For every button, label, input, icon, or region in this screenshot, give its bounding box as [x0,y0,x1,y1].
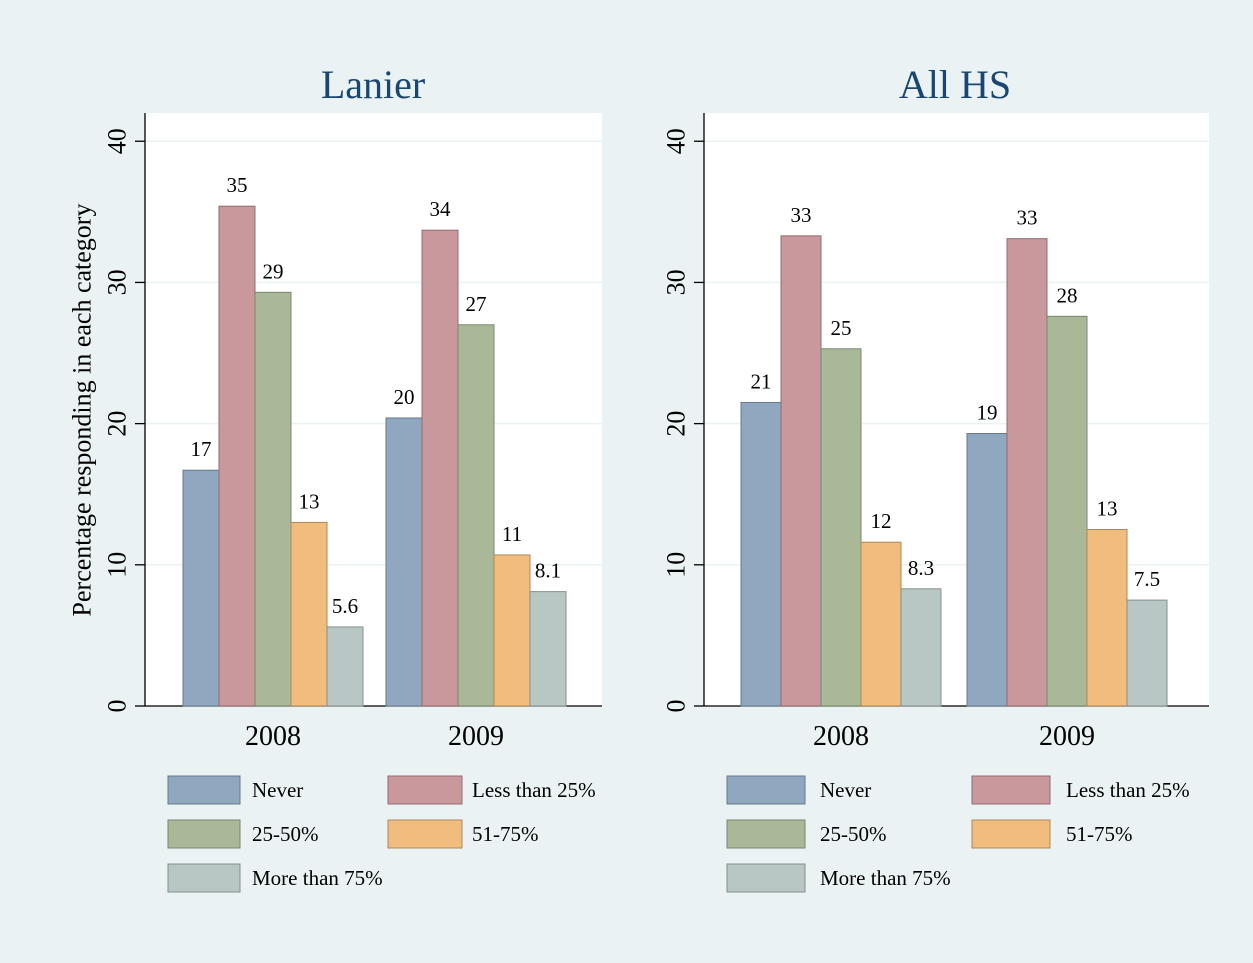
bar-51-75-2008 [290,521,328,707]
legend-swatch-more-than-75 [726,863,806,893]
data-label: 17 [191,437,212,461]
x-tick-label: 2009 [448,721,504,752]
data-label: 33 [791,203,812,227]
bar-25-50-2008 [820,348,862,707]
bar-51-75-2009 [1086,529,1128,707]
x-tick-label: 2009 [1039,721,1095,752]
y-tick-label: 40 [662,128,691,154]
y-tick-label: 0 [103,700,132,713]
data-label: 8.3 [908,556,934,580]
legend-swatch-less-than-25 [387,775,463,805]
bar-never-2009 [966,433,1008,707]
bar-never-2008 [182,469,220,707]
bar-more-than-75-2008 [900,588,942,707]
data-label: 13 [299,489,320,513]
chart-panels: 0 10 20 30 40 Lanier Percentage responding in … [68,62,1209,893]
y-tick-label: 10 [103,552,132,578]
bar-less-than-25-2009 [1006,238,1048,707]
data-label: 28 [1057,283,1078,307]
legend-label-never: Never [820,778,871,802]
bar-more-than-75-2008 [326,626,364,707]
data-label: 11 [502,522,522,546]
bar-51-75-2008 [860,541,902,707]
y-tick-label: 30 [662,269,691,295]
legend-label-more-than-75: More than 75% [252,866,383,890]
data-label: 27 [466,292,487,316]
legend-swatch-never [167,775,241,805]
legend-label-51-75: 51-75% [472,822,539,846]
y-tick-label: 30 [103,269,132,295]
data-label: 7.5 [1134,567,1160,591]
legend-label-51-75: 51-75% [1066,822,1133,846]
chart-panel-all-hs: 0 10 20 30 40 All HS 21 33 25 12 8.3 2008 19 33 28 13 7.… [662,62,1209,893]
legend-label-never: Never [252,778,303,802]
y-tick-label: 0 [662,700,691,713]
legend-swatch-25-50 [167,819,241,849]
bar-less-than-25-2008 [780,235,822,707]
bar-never-2009 [385,417,423,707]
x-tick-label: 2008 [813,721,869,752]
data-label: 5.6 [332,594,358,618]
chart-title: Lanier [321,62,425,107]
legend: Never Less than 25% 25-50% 51-75% More than … [726,775,1190,893]
bar-less-than-25-2009 [421,229,459,707]
bar-25-50-2009 [1046,315,1088,707]
bar-more-than-75-2009 [1126,599,1168,707]
legend-swatch-51-75 [971,819,1051,849]
bar-25-50-2009 [457,324,495,707]
data-label: 25 [831,316,852,340]
x-tick-label: 2008 [245,721,301,752]
y-tick-label: 10 [662,552,691,578]
y-tick-label: 40 [103,128,132,154]
data-label: 8.1 [535,559,561,583]
legend-label-more-than-75: More than 75% [820,866,951,890]
data-label: 33 [1017,206,1038,230]
data-label: 21 [751,369,772,393]
legend-swatch-51-75 [387,819,463,849]
data-label: 20 [394,385,415,409]
bar-more-than-75-2009 [529,591,567,707]
bar-never-2008 [740,401,782,707]
legend-swatch-more-than-75 [167,863,241,893]
legend: Never Less than 25% 25-50% 51-75% More than … [167,775,596,893]
bar-less-than-25-2008 [218,205,256,707]
y-axis-label: Percentage responding in each category [68,204,97,617]
chart-panel-lanier: 0 10 20 30 40 Lanier Percentage responding in … [68,62,602,893]
data-label: 12 [871,509,892,533]
legend-swatch-never [726,775,806,805]
data-label: 34 [430,197,452,221]
y-tick-label: 20 [662,411,691,437]
legend-label-25-50: 25-50% [252,822,319,846]
legend-label-less-than-25: Less than 25% [472,778,596,802]
data-label: 19 [977,401,998,425]
legend-label-less-than-25: Less than 25% [1066,778,1190,802]
data-label: 35 [227,173,248,197]
data-label: 29 [263,259,284,283]
chart-title: All HS [899,62,1011,107]
bar-25-50-2008 [254,291,292,707]
legend-swatch-less-than-25 [971,775,1051,805]
bar-51-75-2009 [493,554,531,707]
legend-swatch-25-50 [726,819,806,849]
y-tick-label: 20 [103,411,132,437]
data-label: 13 [1097,497,1118,521]
legend-label-25-50: 25-50% [820,822,887,846]
